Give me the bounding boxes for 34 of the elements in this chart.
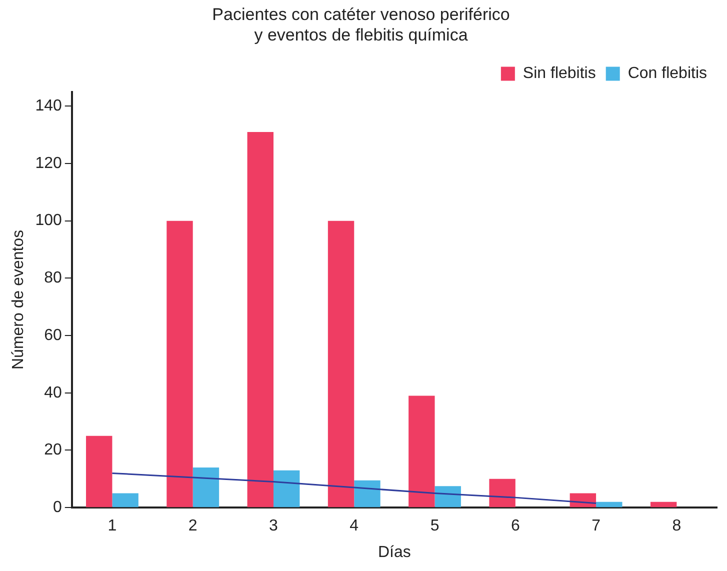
y-tick-label: 20 — [44, 442, 62, 459]
y-tick-label: 100 — [35, 212, 62, 230]
x-tick-label: 8 — [672, 518, 682, 535]
x-tick-label: 1 — [108, 518, 117, 535]
bar — [489, 478, 516, 508]
chart-title: Pacientes con catéter venoso periférico y eventos de flebitis química — [212, 4, 510, 44]
bar — [192, 467, 220, 508]
bar — [328, 220, 354, 508]
bar — [434, 486, 461, 508]
y-tick-label: 140 — [35, 98, 62, 115]
y-tick-label: 40 — [44, 384, 62, 402]
y-tick-label: 60 — [44, 326, 62, 344]
bar — [650, 502, 677, 508]
bar — [86, 436, 112, 508]
y-axis-title: Número de eventos — [10, 230, 28, 370]
bar — [273, 470, 300, 508]
x-axis-title: Días — [378, 544, 411, 561]
bar — [247, 132, 274, 508]
legend-label: Con flebitis — [628, 65, 708, 82]
bar — [408, 396, 435, 508]
legend-label: Sin flebitis — [522, 65, 596, 82]
x-tick-label: 6 — [510, 518, 520, 535]
x-tick-label: 5 — [430, 518, 440, 535]
bar — [166, 220, 193, 508]
y-tick-label: 0 — [52, 499, 62, 516]
bar — [354, 480, 380, 508]
bar — [112, 493, 138, 508]
x-tick-label: 4 — [350, 518, 359, 535]
y-tick-label: 80 — [44, 270, 62, 287]
x-tick-label: 3 — [269, 518, 278, 535]
y-tick-label: 120 — [35, 154, 62, 172]
x-tick-label: 7 — [592, 518, 601, 535]
bar — [596, 502, 622, 508]
x-tick-label: 2 — [188, 518, 198, 535]
